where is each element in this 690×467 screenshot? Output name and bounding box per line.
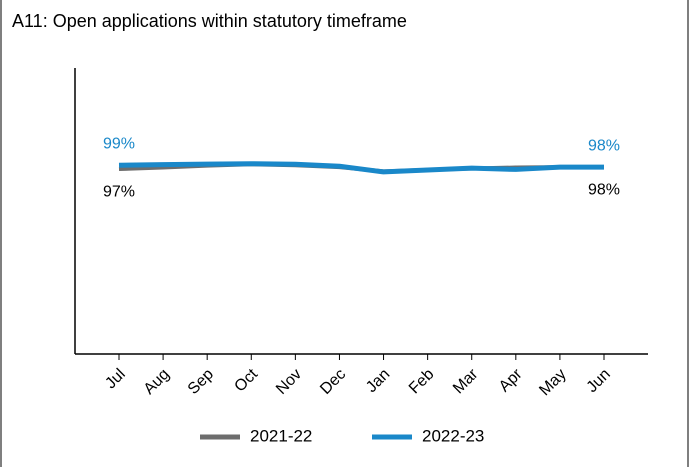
- data-label: 99%: [103, 135, 135, 152]
- x-tick-label: Dec: [317, 366, 349, 398]
- chart-title: A11: Open applications within statutory …: [12, 11, 407, 31]
- x-tick-label: Jul: [102, 366, 128, 392]
- x-tick-label: Jun: [584, 366, 614, 396]
- x-tick-label: Oct: [231, 365, 261, 395]
- legend-label: 2022-23: [422, 426, 484, 445]
- x-tick-label: Jan: [363, 366, 393, 396]
- data-label: 97%: [103, 183, 135, 200]
- x-tick-label: May: [536, 366, 569, 399]
- x-tick-label: Nov: [273, 366, 305, 398]
- data-label: 98%: [588, 137, 620, 154]
- data-label: 98%: [588, 181, 620, 198]
- series-line: [118, 161, 604, 175]
- x-tick-label: Mar: [450, 365, 482, 397]
- x-tick-label: Apr: [496, 365, 526, 395]
- x-tick-label: Aug: [141, 366, 173, 398]
- x-tick-label: Feb: [406, 366, 438, 398]
- x-tick-label: Sep: [185, 366, 217, 398]
- legend-label: 2021-22: [250, 426, 312, 445]
